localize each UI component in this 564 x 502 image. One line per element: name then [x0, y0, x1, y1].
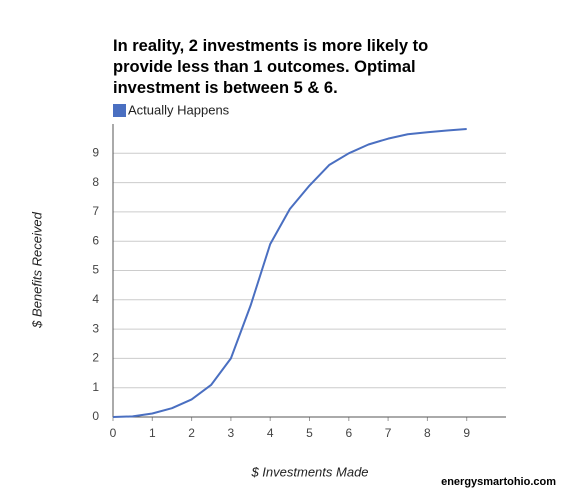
y-tick-label: 2 — [92, 351, 99, 365]
x-tick-label: 5 — [306, 426, 313, 440]
y-axis-label: $ Benefits Received — [29, 211, 44, 328]
y-tick-label: 0 — [92, 409, 99, 423]
legend-swatch — [113, 104, 126, 117]
y-tick-label: 4 — [92, 292, 99, 306]
x-tick-label: 2 — [188, 426, 195, 440]
x-tick-label: 9 — [463, 426, 470, 440]
y-tick-label: 7 — [92, 204, 99, 218]
x-tick-label: 4 — [267, 426, 274, 440]
x-tick-label: 8 — [424, 426, 431, 440]
x-tick-label: 0 — [110, 426, 117, 440]
x-tick-label: 1 — [149, 426, 156, 440]
y-tick-label: 3 — [92, 321, 99, 335]
x-tick-label: 3 — [228, 426, 235, 440]
y-tick-label: 9 — [92, 145, 99, 159]
y-tick-label: 1 — [92, 380, 99, 394]
x-tick-label: 7 — [385, 426, 392, 440]
legend-label: Actually Happens — [128, 102, 230, 117]
chart-title: In reality, 2 investments is more likely… — [113, 37, 429, 97]
y-tick-label: 8 — [92, 175, 99, 189]
x-tick-label: 6 — [345, 426, 352, 440]
line — [112, 127, 467, 418]
watermark: energysmartohio.com — [441, 476, 556, 488]
x-axis-label: $ Investments Made — [250, 464, 368, 479]
y-tick-label: 5 — [92, 263, 99, 277]
y-tick-label: 6 — [92, 233, 99, 247]
